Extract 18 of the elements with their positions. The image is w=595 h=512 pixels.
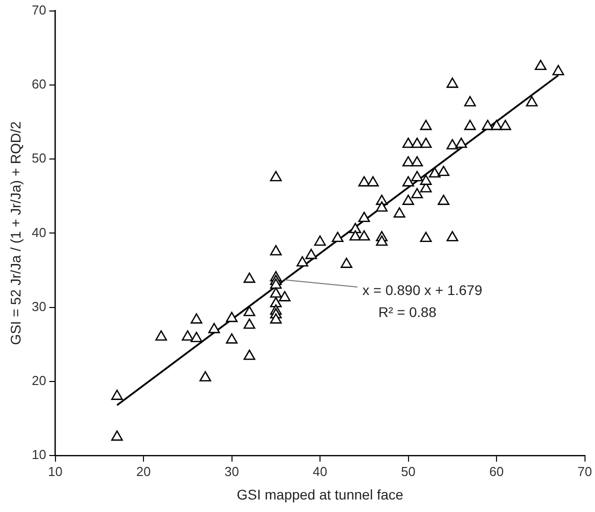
x-tick-label: 10 [48,464,62,479]
x-tick-label: 50 [401,464,416,479]
x-tick-label: 70 [578,464,592,479]
annotation: x = 0.890 x + 1.679 [362,282,482,298]
x-axis-title: GSI mapped at tunnel face [236,486,404,502]
y-tick-label: 30 [32,298,46,314]
y-tick-label: 60 [32,76,46,92]
y-tick-label: 50 [32,150,46,166]
y-axis-title: GSI = 52 Jr/Ja / (1 + Jr/Ja) + RQD/2 [7,121,24,346]
x-tick-label: 30 [224,464,239,479]
x-tick-label: 60 [489,464,504,479]
y-tick-label: 20 [32,373,46,388]
x-tick-label: 20 [136,464,151,479]
y-tick-label: 40 [32,224,46,240]
annotation: R² = 0.88 [378,304,437,320]
y-tick-label: 70 [32,2,46,18]
y-tick-label: 10 [32,447,46,462]
x-tick-label: 40 [312,464,328,479]
